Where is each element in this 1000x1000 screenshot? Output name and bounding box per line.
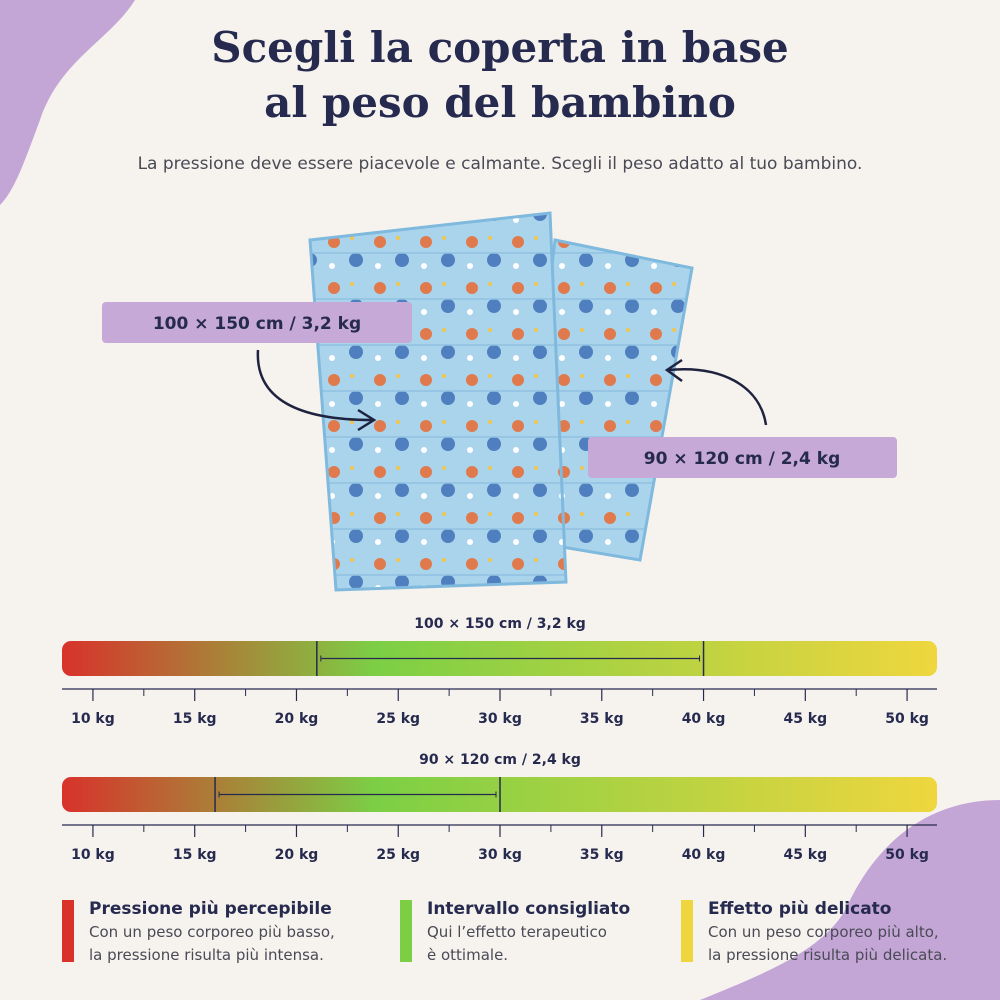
- tick-label: 15 kg: [173, 711, 217, 727]
- legend-text: Con un peso corporeo più alto,: [708, 923, 939, 941]
- legend-title: Pressione più percepibile: [89, 899, 332, 919]
- arrow-head: [664, 358, 683, 383]
- title: al peso del bambino: [264, 78, 736, 127]
- tick-label: 45 kg: [783, 711, 827, 727]
- legend-text: Qui l’effetto terapeutico: [427, 923, 607, 941]
- tick-label: 25 kg: [376, 847, 420, 863]
- arrow-head: [357, 408, 377, 432]
- tick-label: 30 kg: [478, 711, 522, 727]
- product-label: 100 × 150 cm / 3,2 kg: [153, 314, 361, 334]
- tick-label: 35 kg: [580, 847, 624, 863]
- legend-text: Con un peso corporeo più basso,: [89, 923, 335, 941]
- tick-label: 20 kg: [275, 847, 319, 863]
- tick-label: 50 kg: [885, 711, 929, 727]
- arrow: [667, 368, 768, 426]
- tick-label: 10 kg: [71, 711, 115, 727]
- tick-label: 35 kg: [580, 711, 624, 727]
- legend-swatch: [400, 900, 412, 962]
- tick-label: 10 kg: [71, 847, 115, 863]
- subtitle: La pressione deve essere piacevole e cal…: [138, 154, 863, 174]
- legend-swatch: [681, 900, 693, 962]
- title: Scegli la coperta in base: [211, 23, 788, 72]
- tick-label: 40 kg: [682, 711, 726, 727]
- legend-text: la pressione risulta più delicata.: [708, 946, 947, 964]
- tick-label: 50 kg: [885, 847, 929, 863]
- corner-blob: [0, 0, 135, 205]
- tick-label: 20 kg: [275, 711, 319, 727]
- legend-text: è ottimale.: [427, 946, 508, 964]
- scale-label: 100 × 150 cm / 3,2 kg: [414, 616, 586, 632]
- tick-label: 25 kg: [376, 711, 420, 727]
- legend-title: Intervallo consigliato: [427, 899, 630, 919]
- tick-label: 40 kg: [682, 847, 726, 863]
- tick-label: 30 kg: [478, 847, 522, 863]
- product-label: 90 × 120 cm / 2,4 kg: [644, 449, 841, 469]
- legend-title: Effetto più delicato: [708, 899, 892, 919]
- tick-label: 15 kg: [173, 847, 217, 863]
- corner-blob: [700, 800, 1000, 1000]
- legend-text: la pressione risulta più intensa.: [89, 946, 324, 964]
- tick-label: 45 kg: [783, 847, 827, 863]
- product-label-box: [102, 302, 412, 343]
- product-label-box: [588, 437, 897, 478]
- blanket-large: [308, 211, 568, 592]
- arrow: [256, 349, 373, 422]
- scale-label: 90 × 120 cm / 2,4 kg: [419, 752, 581, 768]
- legend-swatch: [62, 900, 74, 962]
